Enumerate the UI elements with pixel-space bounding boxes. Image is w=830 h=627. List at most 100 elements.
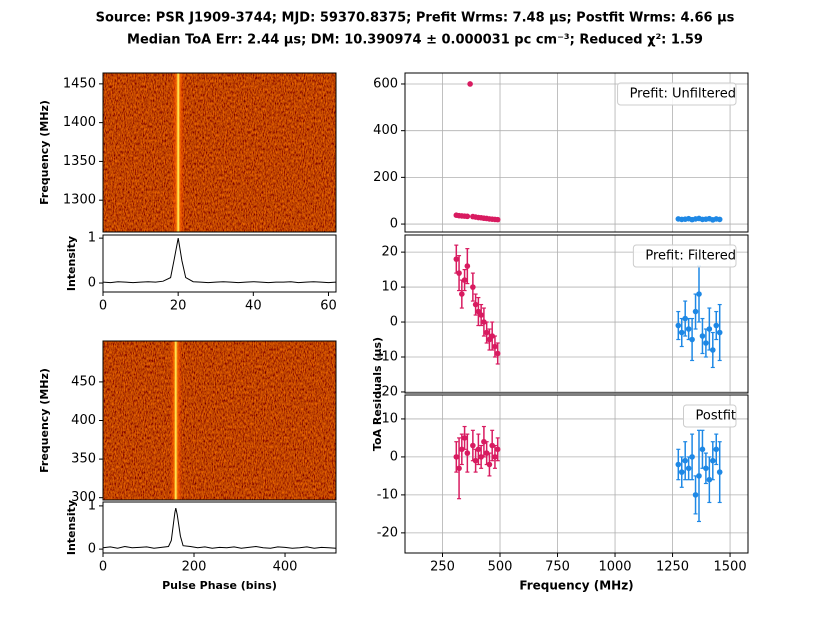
point — [716, 469, 723, 475]
point — [481, 438, 487, 445]
point — [470, 442, 476, 449]
waterfall-noise — [103, 341, 336, 500]
point — [494, 446, 501, 453]
point — [456, 465, 462, 472]
profile-line — [102, 507, 337, 549]
x-tick-label: 400 — [273, 560, 298, 575]
y-tick-label: 0 — [390, 315, 398, 330]
point — [685, 465, 692, 472]
y-tick-label: -10 — [377, 487, 398, 502]
point — [459, 446, 465, 453]
panel: -20 -10 0 10 20 ToA Residuals (μs) Prefit: Fil… — [371, 234, 749, 451]
x-tick-label: 1500 — [714, 560, 747, 575]
y-axis-label: Frequency (MHz) — [38, 368, 51, 473]
y-tick-label: 400 — [373, 123, 398, 138]
point — [692, 308, 699, 315]
x-tick-label: 200 — [182, 560, 207, 575]
point — [483, 329, 490, 336]
legend-label: Prefit: Filtered — [645, 249, 736, 264]
point — [678, 469, 685, 475]
y-axis-label: Frequency (MHz) — [38, 100, 51, 205]
x-axis-label: Pulse Phase (bins) — [162, 579, 277, 592]
y-tick-label: 600 — [373, 76, 398, 91]
y-axis-label: Intensity — [65, 500, 78, 555]
x-tick-label: 0 — [99, 560, 107, 575]
y-tick-label: -10 — [377, 349, 398, 364]
axes-frame — [102, 340, 337, 501]
y-tick-label: 1 — [88, 231, 96, 246]
point — [696, 291, 702, 297]
point — [464, 450, 471, 456]
point — [706, 476, 713, 483]
point — [464, 213, 471, 220]
point — [710, 457, 716, 464]
point — [699, 333, 706, 339]
point — [685, 326, 692, 332]
panel: 0 200 400 600 Prefit: Unfiltered — [373, 72, 749, 233]
point — [696, 473, 702, 479]
axes-frame — [404, 234, 749, 394]
y-tick-label: 0 — [88, 276, 96, 291]
panel: 300 350 400 450 Frequency (MHz) — [38, 340, 337, 505]
x-tick-label: 500 — [488, 560, 513, 575]
axes-frame — [404, 394, 749, 554]
point — [459, 291, 465, 297]
point — [464, 263, 471, 269]
x-tick-label: 20 — [170, 299, 187, 314]
y-tick-label: 0 — [390, 217, 398, 232]
point — [713, 446, 720, 453]
point — [716, 329, 723, 336]
y-axis-label: ToA Residuals (μs) — [371, 337, 384, 451]
point — [682, 457, 688, 464]
point — [682, 315, 688, 322]
point — [486, 461, 493, 468]
legend-box — [683, 404, 737, 428]
point — [478, 454, 484, 460]
point — [494, 350, 501, 357]
point — [699, 446, 706, 453]
point — [716, 216, 723, 223]
point — [467, 81, 473, 87]
y-tick-label: 1400 — [63, 115, 96, 130]
y-tick-label: 0 — [390, 449, 398, 464]
y-tick-label: -20 — [377, 384, 398, 399]
point — [478, 312, 484, 318]
legend-box — [632, 244, 737, 268]
legend-label: Postfit — [696, 409, 737, 424]
y-tick-label: 200 — [373, 170, 398, 185]
profile-line — [102, 238, 337, 284]
axes-frame — [102, 72, 337, 233]
title-line: Median ToA Err: 2.44 μs; DM: 10.390974 ±… — [127, 33, 703, 48]
x-tick-label: 40 — [245, 299, 262, 314]
y-tick-label: 10 — [381, 280, 398, 295]
axes-frame — [102, 501, 337, 554]
point — [492, 454, 498, 460]
axes-frame — [404, 72, 749, 233]
point — [692, 492, 699, 498]
y-tick-label: 400 — [71, 413, 96, 428]
point — [703, 340, 709, 346]
legend-label: Prefit: Unfiltered — [630, 87, 736, 102]
y-tick-label: 300 — [71, 490, 96, 505]
point — [675, 461, 682, 468]
pulse-stripe — [172, 73, 184, 232]
point — [461, 435, 468, 441]
point — [689, 336, 695, 343]
y-tick-label: 1300 — [63, 193, 96, 208]
y-tick-label: 1 — [88, 498, 96, 513]
point — [713, 322, 720, 329]
title-line: Source: PSR J1909-3744; MJD: 59370.8375;… — [96, 11, 735, 26]
point — [489, 442, 495, 449]
y-tick-label: 1450 — [63, 76, 96, 91]
point — [678, 329, 685, 336]
x-tick-label: 750 — [545, 560, 570, 575]
point — [461, 277, 468, 283]
point — [706, 326, 713, 332]
y-axis-label: Intensity — [65, 236, 78, 291]
point — [456, 270, 462, 276]
point — [481, 319, 487, 325]
point — [492, 343, 498, 350]
